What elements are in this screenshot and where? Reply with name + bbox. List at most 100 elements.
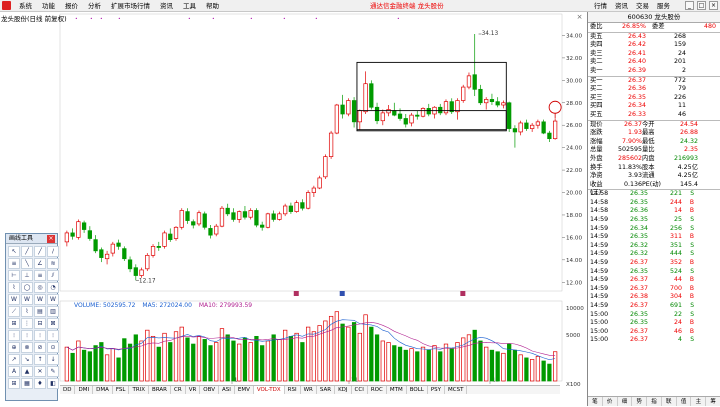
drawing-tool-icon[interactable]: ∠ bbox=[34, 258, 46, 269]
right-menu-news[interactable]: 资讯 bbox=[615, 2, 628, 10]
right-menu-trade[interactable]: 交易 bbox=[636, 2, 649, 10]
menu-extended-market[interactable]: 扩展市场行情 bbox=[111, 1, 150, 10]
drawing-tool-icon[interactable]: ▦ bbox=[21, 378, 33, 389]
drawing-tool-icon[interactable]: ⟋ bbox=[8, 306, 20, 317]
drawing-tool-icon[interactable]: ⊙ bbox=[47, 342, 59, 353]
drawing-tool-icon[interactable]: ⌇ bbox=[8, 282, 20, 293]
drawing-tool-icon[interactable]: ⦙ bbox=[34, 330, 46, 341]
indicator-tab[interactable]: CCI bbox=[352, 386, 368, 394]
right-menu-quotes[interactable]: 行情 bbox=[594, 2, 607, 10]
drawing-tool-icon[interactable]: ↖ bbox=[8, 246, 20, 257]
indicator-tab[interactable]: RSI bbox=[285, 386, 301, 394]
quote-tab[interactable]: 联 bbox=[662, 397, 677, 406]
drawing-tool-icon[interactable]: ↘ bbox=[21, 354, 33, 365]
maximize-icon[interactable]: □ bbox=[697, 1, 706, 10]
drawing-tool-icon[interactable]: ∕ bbox=[47, 246, 59, 257]
drawing-tool-icon[interactable]: ⊢ bbox=[8, 270, 20, 281]
drawing-tool-icon[interactable]: ⦙ bbox=[8, 330, 20, 341]
menu-function[interactable]: 功能 bbox=[42, 1, 55, 10]
drawing-tool-icon[interactable]: ▤ bbox=[34, 306, 46, 317]
right-menu-service[interactable]: 服务 bbox=[657, 2, 670, 10]
menu-system[interactable]: 系统 bbox=[19, 1, 32, 10]
indicator-tab[interactable]: DMA bbox=[93, 386, 113, 394]
toolbox-close-icon[interactable]: × bbox=[47, 235, 55, 243]
indicator-tab[interactable]: PSY bbox=[428, 386, 446, 394]
quote-tab[interactable]: 值 bbox=[677, 397, 692, 406]
quote-tab[interactable]: 笔 bbox=[588, 397, 603, 406]
indicator-tab[interactable]: CR bbox=[171, 386, 186, 394]
quote-tab[interactable]: 势 bbox=[632, 397, 648, 406]
menu-help[interactable]: 帮助 bbox=[206, 1, 219, 10]
drawing-tool-icon[interactable]: ⊠ bbox=[47, 318, 59, 329]
indicator-tab[interactable]: WR bbox=[301, 386, 317, 394]
drawing-tool-icon[interactable]: ◧ bbox=[47, 378, 59, 389]
menu-analysis[interactable]: 分析 bbox=[88, 1, 101, 10]
drawing-tool-icon[interactable]: A bbox=[8, 366, 20, 377]
drawing-tool-icon[interactable]: ♦ bbox=[34, 378, 46, 389]
indicator-tab[interactable]: MTM bbox=[387, 386, 407, 394]
indicator-tab[interactable]: MCST bbox=[445, 386, 468, 394]
drawing-tool-icon[interactable]: ≡ bbox=[34, 270, 46, 281]
drawing-tool-icon[interactable]: ◯ bbox=[21, 282, 33, 293]
drawing-tool-icon[interactable]: ╱ bbox=[34, 246, 46, 257]
drawing-tool-icon[interactable]: ⦙ bbox=[21, 330, 33, 341]
drawing-tool-icon[interactable]: ⊞ bbox=[8, 378, 20, 389]
drawing-tool-icon[interactable]: ⌇ bbox=[21, 306, 33, 317]
indicator-tab[interactable]: KDJ bbox=[335, 386, 352, 394]
indicator-tab[interactable]: DMI bbox=[75, 386, 94, 394]
indicator-tab[interactable]: FSL bbox=[113, 386, 130, 394]
quote-tab[interactable]: 筹 bbox=[706, 397, 720, 406]
tick-list[interactable]: 14:58 26.35 221 S 14:58 26.35 244 B 14:58 26.36 14… bbox=[588, 189, 720, 345]
indicator-tab[interactable]: BOLL bbox=[407, 386, 428, 394]
drawing-tool-icon[interactable]: W bbox=[8, 294, 20, 305]
drawing-tool-icon[interactable]: ╲ bbox=[21, 258, 33, 269]
drawing-tool-icon[interactable]: ⊥ bbox=[21, 270, 33, 281]
indicator-tab[interactable]: VOL-TDX bbox=[253, 386, 285, 394]
indicator-tab[interactable]: SAR bbox=[317, 386, 336, 394]
drawing-tool-icon[interactable]: ⋮ bbox=[21, 318, 33, 329]
indicator-tab[interactable]: VR bbox=[186, 386, 201, 394]
indicator-tab[interactable]: EMV bbox=[235, 386, 254, 394]
drawing-tool-icon[interactable]: ◎ bbox=[34, 282, 46, 293]
indicator-tab[interactable]: OBV bbox=[200, 386, 219, 394]
drawing-tool-icon[interactable]: W bbox=[34, 294, 46, 305]
drawing-tool-icon[interactable]: ▲ bbox=[21, 366, 33, 377]
drawing-toolbox[interactable]: 画线工具 × ↖ ╱ ╱ ∕ ≡ ╲ ∠ ≋ ⊢ ⊥ ≡ ⫽ ⌇ ◯ ◎ ◔ W W W W ⟋ ⌇ ▤ ▥ ⊞ ⋮ ⊟ ⊠ ⦙ ⦙ ⦙ ⦙ ⊕… bbox=[5, 233, 59, 401]
indicator-tab[interactable]: TRIX bbox=[129, 386, 150, 394]
drawing-tool-icon[interactable]: ⊟ bbox=[34, 318, 46, 329]
drawing-tool-icon[interactable]: ⫽ bbox=[47, 270, 59, 281]
indicator-tab[interactable]: ROC bbox=[368, 386, 387, 394]
kline-chart-panel[interactable]: 34.00 32.00 30.00 28.00 26.00 24.00 22.00 20.00… bbox=[0, 12, 586, 406]
menu-tools[interactable]: 工具 bbox=[183, 1, 196, 10]
menu-news[interactable]: 资讯 bbox=[160, 1, 173, 10]
drawing-tool-icon[interactable]: ◔ bbox=[47, 282, 59, 293]
drawing-tool-icon[interactable]: ▥ bbox=[47, 306, 59, 317]
drawing-tool-icon[interactable]: ╱ bbox=[21, 246, 33, 257]
drawing-tool-icon[interactable]: ✕ bbox=[34, 366, 46, 377]
quote-tab[interactable]: 主 bbox=[691, 397, 707, 406]
kline-chart-svg[interactable]: 34.00 32.00 30.00 28.00 26.00 24.00 22.00 20.00… bbox=[0, 12, 586, 406]
drawing-tool-icon[interactable]: ⊘ bbox=[34, 342, 46, 353]
drawing-tool-icon[interactable]: ⊗ bbox=[21, 342, 33, 353]
indicator-tab[interactable]: BRAR bbox=[149, 386, 172, 394]
quote-tab[interactable]: 指 bbox=[647, 397, 662, 406]
drawing-tool-icon[interactable]: ↗ bbox=[8, 354, 20, 365]
drawing-tool-icon[interactable]: ⦙ bbox=[47, 330, 59, 341]
indicator-tab[interactable]: DD bbox=[60, 386, 76, 394]
close-window-icon[interactable]: × bbox=[709, 1, 718, 10]
drawing-tool-icon[interactable]: W bbox=[47, 294, 59, 305]
drawing-tool-icon[interactable]: ✎ bbox=[47, 366, 59, 377]
toolbox-header[interactable]: 画线工具 × bbox=[6, 234, 57, 244]
drawing-tool-icon[interactable]: ↓ bbox=[47, 354, 59, 365]
quote-tab[interactable]: 细 bbox=[618, 397, 633, 406]
indicator-tab[interactable]: ASI bbox=[219, 386, 235, 394]
drawing-tool-icon[interactable]: ≋ bbox=[47, 258, 59, 269]
quote-tab[interactable]: 价 bbox=[603, 397, 618, 406]
drawing-tool-icon[interactable]: ≡ bbox=[8, 258, 20, 269]
minimize-icon[interactable]: _ bbox=[685, 1, 694, 10]
drawing-tool-icon[interactable]: ↑ bbox=[34, 354, 46, 365]
drawing-tool-icon[interactable]: ⊞ bbox=[8, 318, 20, 329]
menu-quote[interactable]: 报价 bbox=[65, 1, 78, 10]
chart-close-icon[interactable]: × bbox=[576, 13, 583, 21]
drawing-tool-icon[interactable]: ⊕ bbox=[8, 342, 20, 353]
